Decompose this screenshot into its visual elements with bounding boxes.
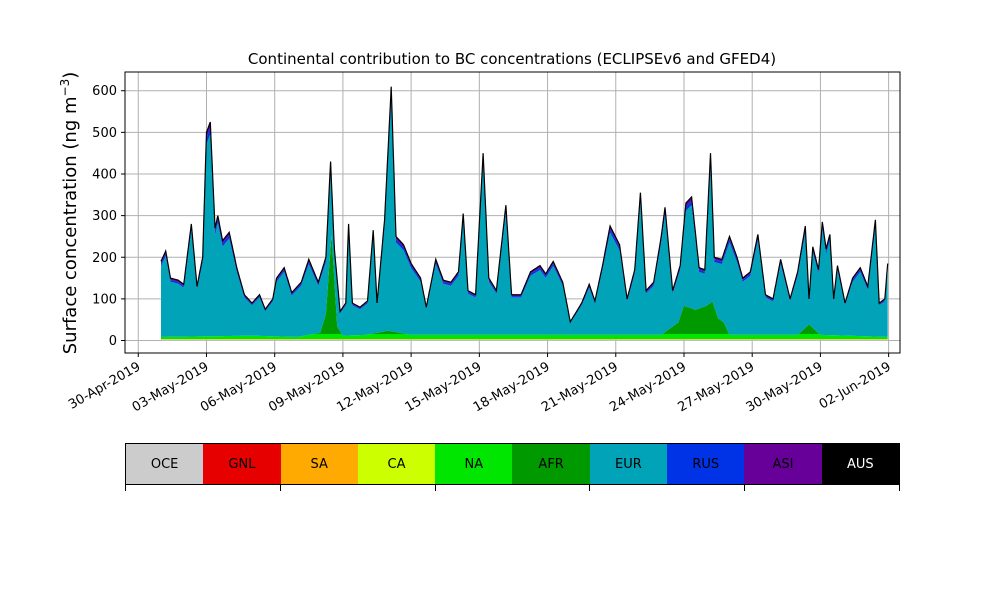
region-colorbar-legend: OCE GNL SA CA NA AFR EUR RUS ASI AUS (125, 443, 900, 485)
x-tick-label: 30-May-2019 (744, 359, 826, 415)
area-na (161, 334, 888, 339)
area-afr (161, 234, 888, 337)
plot-frame (124, 71, 901, 354)
y-axis-label-sup: −3 (58, 79, 72, 97)
x-tick-label: 09-May-2019 (266, 359, 348, 415)
y-tick-label: 0 (109, 334, 117, 349)
legend-gnl: GNL (203, 444, 281, 484)
x-tick-label: 21-May-2019 (539, 359, 621, 415)
x-tick-label: 24-May-2019 (607, 359, 689, 415)
legend-rus: RUS (667, 444, 745, 484)
legend-ticks (125, 485, 900, 493)
x-tick-label: 12-May-2019 (334, 359, 416, 415)
area-eur (161, 100, 888, 337)
y-axis-label-main: Surface concentration (ng m (60, 96, 81, 354)
legend-oce: OCE (126, 444, 204, 484)
y-axis-label-tail: ) (60, 72, 81, 79)
y-tick-label: 200 (92, 251, 117, 266)
y-tick-label: 600 (92, 84, 117, 99)
legend-tick (434, 485, 436, 491)
legend-asi: ASI (744, 444, 822, 484)
legend-aus: AUS (821, 444, 899, 484)
x-axis: 30-Apr-201903-May-201906-May-201909-May-… (66, 353, 894, 415)
y-tick-label: 400 (92, 167, 117, 182)
y-axis-label: Surface concentration (ng m−3) (58, 72, 81, 355)
legend-tick (744, 485, 746, 491)
y-tick-label: 500 (92, 126, 117, 141)
legend-eur: EUR (589, 444, 668, 484)
x-tick-label: 18-May-2019 (471, 359, 553, 415)
y-tick-label: 300 (92, 209, 117, 224)
x-tick-label: 03-May-2019 (130, 359, 212, 415)
x-tick-label: 06-May-2019 (198, 359, 280, 415)
legend-tick (899, 485, 900, 491)
legend-sa: SA (280, 444, 358, 484)
y-axis: 0 100 200 300 400 500 600 (92, 84, 125, 349)
stacked-areas (160, 86, 889, 341)
y-tick-label: 100 (92, 292, 117, 307)
total-outline (160, 86, 889, 324)
legend-afr: AFR (512, 444, 590, 484)
area-oce (161, 339, 888, 341)
x-tick-label: 02-Jun-2019 (817, 359, 894, 412)
legend-na: NA (435, 444, 513, 484)
legend-tick (125, 485, 126, 491)
x-tick-label: 27-May-2019 (676, 359, 758, 415)
legend-tick (589, 485, 591, 491)
chart-title: Continental contribution to BC concentra… (248, 50, 776, 68)
x-tick-label: 15-May-2019 (403, 359, 485, 415)
legend-tick (279, 485, 281, 491)
legend-ca: CA (357, 444, 436, 484)
